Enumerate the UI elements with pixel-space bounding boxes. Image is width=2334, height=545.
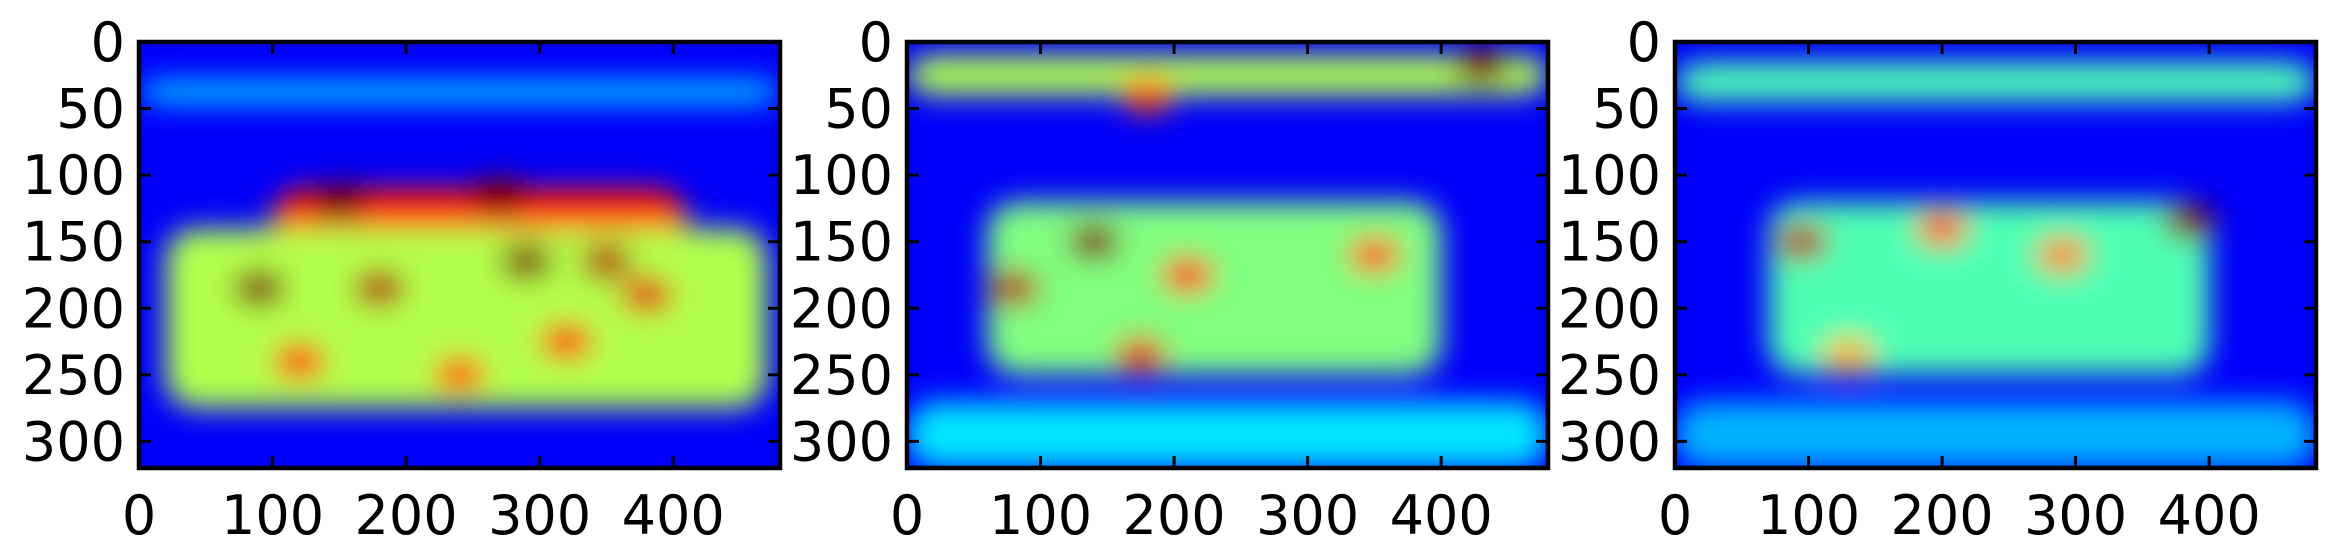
y-tick-label: 150 [1558,211,1661,274]
heatmap-image [1675,42,2316,468]
heat-hotspot [313,183,366,220]
y-tick-label: 200 [22,277,125,340]
x-tick-label: 100 [1757,484,1860,545]
y-tick-label: 50 [824,78,893,141]
x-tick-label: 0 [122,484,156,545]
heat-hotspot [1455,47,1508,84]
heat-hotspot [1775,223,1828,260]
heat-hotspot [1114,336,1167,373]
heat-hotspot [987,270,1040,307]
y-tick-label: 300 [1558,410,1661,473]
x-tick-label: 300 [488,484,591,545]
heat-hotspot [2036,237,2089,273]
heat-hotspot [273,343,326,380]
x-tick-label: 200 [1891,484,1994,545]
y-tick-label: 200 [790,277,893,340]
heat-hotspot [1348,237,1401,273]
x-tick-label: 0 [1658,484,1692,545]
heat-region [139,81,780,102]
y-tick-label: 100 [790,144,893,207]
axes-frame [136,39,783,471]
heat-region [987,201,1442,375]
x-tick-label: 200 [1123,484,1226,545]
y-tick-label: 200 [1558,277,1661,340]
y-tick-label: 250 [1558,344,1661,407]
heat-hotspot [540,323,593,360]
heatmap-image [907,42,1548,468]
x-tick-label: 400 [622,484,725,545]
y-tick-label: 150 [22,211,125,274]
x-tick-label: 100 [221,484,324,545]
y-tick-label: 0 [91,11,125,74]
x-tick-label: 100 [989,484,1092,545]
heat-hotspot [580,243,633,280]
y-tick-label: 100 [22,144,125,207]
heat-hotspot [1916,210,1969,247]
heat-hotspot [2163,203,2216,240]
y-tick-label: 50 [1592,78,1661,141]
x-tick-label: 400 [2158,484,2261,545]
y-tick-label: 100 [1558,144,1661,207]
heat-region [1675,401,2316,468]
heat-hotspot [620,276,673,313]
y-tick-label: 250 [790,344,893,407]
x-tick-label: 300 [2024,484,2127,545]
heat-hotspot [433,356,486,393]
heat-region [907,401,1548,468]
heat-hotspot [500,243,553,280]
heat-hotspot [1067,223,1120,260]
y-tick-label: 150 [790,211,893,274]
x-tick-label: 400 [1390,484,1493,545]
heat-region [907,55,1548,96]
heat-hotspot [233,270,286,307]
heat-region [1768,201,2210,375]
axes-frame [1672,39,2319,471]
heat-hotspot [1822,336,1875,373]
heat-hotspot [1121,77,1174,114]
y-tick-label: 50 [56,78,125,141]
heatmap-image [139,42,780,468]
y-tick-label: 300 [22,410,125,473]
axes-frame [904,39,1551,471]
heat-region [1675,61,2316,102]
x-tick-label: 0 [890,484,924,545]
y-tick-label: 0 [859,11,893,74]
y-tick-label: 300 [790,410,893,473]
x-tick-label: 200 [355,484,458,545]
heat-hotspot [353,270,406,307]
heat-hotspot [1161,256,1214,293]
y-tick-label: 0 [1627,11,1661,74]
heat-hotspot [473,177,526,214]
x-tick-label: 300 [1256,484,1359,545]
y-tick-label: 250 [22,344,125,407]
